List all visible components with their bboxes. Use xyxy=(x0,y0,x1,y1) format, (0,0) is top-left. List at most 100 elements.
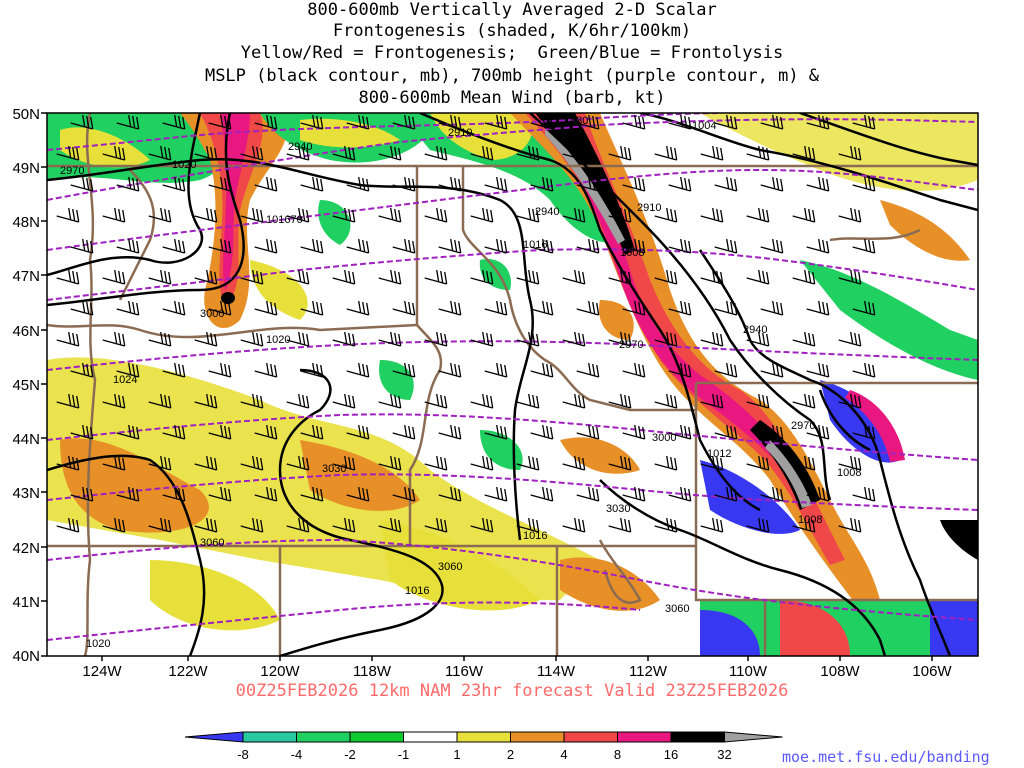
legend-swatch xyxy=(670,731,725,743)
wind-barb xyxy=(71,53,93,67)
wind-barb xyxy=(517,22,539,36)
wind-barb xyxy=(793,84,815,98)
legend-swatch xyxy=(184,731,244,743)
wind-barb xyxy=(57,22,79,36)
wind-barb xyxy=(103,84,125,98)
mslp-label: 1008 xyxy=(798,514,822,526)
credit-url[interactable]: moe.met.fsu.edu/banding xyxy=(782,748,990,766)
wind-barb xyxy=(47,238,48,254)
wind-barb xyxy=(47,362,48,378)
wind-barb xyxy=(11,518,33,532)
wind-barb xyxy=(609,84,631,98)
wind-barb xyxy=(301,53,323,67)
wind-barb xyxy=(655,22,677,36)
wind-barb xyxy=(577,53,599,67)
lon-tick-label: 120W xyxy=(260,663,300,680)
height-label: 2910 xyxy=(637,202,661,214)
wind-barb xyxy=(57,84,79,98)
wind-barb xyxy=(47,300,48,316)
mslp-label: 1020 xyxy=(86,638,110,650)
lat-tick-label: 50N xyxy=(12,106,40,123)
wind-barb xyxy=(761,53,783,67)
legend-swatch xyxy=(456,731,511,743)
wind-barb xyxy=(0,53,1,67)
wind-barb xyxy=(333,84,355,98)
height-label: 880 xyxy=(570,115,588,127)
lon-axis: 124W 122W 120W 118W 116W 114W 112W 110W … xyxy=(82,663,952,680)
height-label: 2970 xyxy=(60,165,84,177)
lon-tick-label: 122W xyxy=(168,663,208,680)
lat-ticks xyxy=(41,112,47,657)
wind-barb xyxy=(0,177,1,191)
lon-tick-label: 108W xyxy=(820,663,860,680)
legend-swatch xyxy=(617,731,672,743)
mslp-label: 1020 xyxy=(172,159,196,171)
wind-barb xyxy=(393,53,415,67)
lon-tick-label: 116W xyxy=(445,663,484,680)
wind-barb xyxy=(471,22,493,36)
wind-barb xyxy=(195,22,217,36)
legend-label: -2 xyxy=(344,747,356,762)
height-label: 2970 xyxy=(619,339,643,351)
legend-swatch xyxy=(724,731,783,743)
wind-barb xyxy=(0,363,1,377)
wind-barb xyxy=(287,84,309,98)
lon-tick-label: 118W xyxy=(353,663,392,680)
mslp-label: 1004 xyxy=(692,120,716,132)
legend-label: -4 xyxy=(291,747,303,762)
legend-boxes xyxy=(184,731,783,743)
wind-barb xyxy=(287,22,309,36)
wind-barb xyxy=(563,22,585,36)
wind-barb xyxy=(11,146,33,160)
wind-barb xyxy=(807,53,829,67)
wind-barb xyxy=(0,487,1,501)
legend-label: -8 xyxy=(237,747,249,762)
legend-swatch xyxy=(510,731,565,743)
valid-time-line: 00Z25FEB2026 12km NAM 23hr forecast Vali… xyxy=(235,681,789,701)
mslp-label: 1020 xyxy=(266,334,290,346)
wind-barb xyxy=(623,53,645,67)
wind-barb xyxy=(655,84,677,98)
height-label: 3060 xyxy=(438,561,462,573)
legend-label: 8 xyxy=(614,747,621,762)
legend-label: 16 xyxy=(664,747,678,762)
lat-tick-label: 46N xyxy=(12,323,40,340)
mslp-label: 1024 xyxy=(113,374,137,386)
wind-barb xyxy=(379,22,401,36)
height-label: 3060 xyxy=(200,537,224,549)
legend-label: 4 xyxy=(560,747,567,762)
legend-label: -1 xyxy=(398,747,410,762)
wind-barb xyxy=(379,84,401,98)
lat-tick-label: 45N xyxy=(12,377,40,394)
legend-swatch xyxy=(403,731,458,743)
wind-barb xyxy=(669,53,691,67)
mslp-label: 1008 xyxy=(837,467,861,479)
wind-barb xyxy=(25,53,47,67)
wind-barb xyxy=(853,53,875,67)
lat-tick-label: 44N xyxy=(12,431,40,448)
lon-tick-label: 112W xyxy=(629,663,668,680)
mslp-label: 1016 xyxy=(523,530,547,542)
lat-tick-label: 43N xyxy=(12,485,40,502)
map-plot-area xyxy=(47,113,978,656)
wind-barb xyxy=(347,53,369,67)
lat-tick-label: 41N xyxy=(12,594,40,611)
legend-swatch xyxy=(349,731,404,743)
wind-barb xyxy=(11,22,33,36)
wind-barb xyxy=(0,115,1,129)
wind-barb xyxy=(839,84,861,98)
wind-barb xyxy=(471,84,493,98)
height-label: 2910 xyxy=(448,127,472,139)
wind-barb xyxy=(517,84,539,98)
wind-barb xyxy=(0,425,1,439)
wind-barb xyxy=(715,53,737,67)
wind-barb xyxy=(531,53,553,67)
mslp-label: 1016 xyxy=(523,239,547,251)
height-label: 2940 xyxy=(535,206,559,218)
wind-barb xyxy=(11,456,33,470)
lat-tick-label: 48N xyxy=(12,214,40,231)
height-label: 3000 xyxy=(652,432,676,444)
wind-barb xyxy=(609,22,631,36)
legend-label: 32 xyxy=(717,747,731,762)
